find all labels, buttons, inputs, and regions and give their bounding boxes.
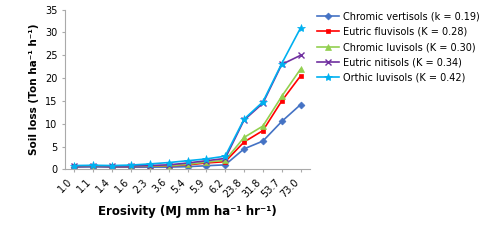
Eutric fluvisols (K = 0.28) (278, 99, 284, 102)
Eutric nitisols (K = 0.34) (222, 157, 228, 160)
Orthic luvisols (K = 0.42) (222, 155, 228, 158)
Chromic vertisols (k = 0.19) (204, 164, 210, 167)
Orthic luvisols (K = 0.42) (72, 164, 78, 167)
Orthic luvisols (K = 0.42) (90, 164, 96, 167)
Orthic luvisols (K = 0.42) (147, 162, 153, 165)
Eutric nitisols (K = 0.34) (147, 164, 153, 167)
Line: Orthic luvisols (K = 0.42): Orthic luvisols (K = 0.42) (70, 24, 304, 170)
Chromic luvisols (K = 0.30) (260, 125, 266, 128)
Eutric nitisols (K = 0.34) (278, 63, 284, 66)
Eutric fluvisols (K = 0.28) (260, 129, 266, 132)
Orthic luvisols (K = 0.42) (241, 118, 247, 121)
Chromic luvisols (K = 0.30) (241, 136, 247, 139)
Chromic vertisols (k = 0.19) (147, 166, 153, 169)
Eutric nitisols (K = 0.34) (260, 102, 266, 105)
Legend: Chromic vertisols (k = 0.19), Eutric fluvisols (K = 0.28), Chromic luvisols (K =: Chromic vertisols (k = 0.19), Eutric flu… (318, 11, 480, 83)
Eutric nitisols (K = 0.34) (72, 165, 78, 167)
Orthic luvisols (K = 0.42) (184, 159, 190, 162)
Eutric fluvisols (K = 0.28) (147, 165, 153, 168)
Chromic luvisols (K = 0.30) (222, 159, 228, 162)
Chromic vertisols (k = 0.19) (166, 166, 172, 169)
Chromic vertisols (k = 0.19) (241, 147, 247, 150)
Chromic luvisols (K = 0.30) (184, 163, 190, 166)
Eutric fluvisols (K = 0.28) (72, 165, 78, 168)
Eutric fluvisols (K = 0.28) (298, 74, 304, 77)
Eutric fluvisols (K = 0.28) (222, 160, 228, 163)
Chromic vertisols (k = 0.19) (90, 166, 96, 168)
Line: Eutric fluvisols (K = 0.28): Eutric fluvisols (K = 0.28) (72, 73, 303, 169)
Chromic vertisols (k = 0.19) (109, 166, 115, 169)
Eutric nitisols (K = 0.34) (184, 162, 190, 165)
Orthic luvisols (K = 0.42) (260, 100, 266, 103)
Chromic luvisols (K = 0.30) (109, 165, 115, 168)
Line: Chromic vertisols (k = 0.19): Chromic vertisols (k = 0.19) (72, 102, 303, 170)
Chromic luvisols (K = 0.30) (72, 165, 78, 168)
Eutric fluvisols (K = 0.28) (166, 165, 172, 167)
Chromic vertisols (k = 0.19) (128, 166, 134, 169)
Orthic luvisols (K = 0.42) (128, 164, 134, 166)
Orthic luvisols (K = 0.42) (298, 26, 304, 29)
Eutric fluvisols (K = 0.28) (109, 165, 115, 168)
Eutric nitisols (K = 0.34) (109, 165, 115, 167)
Eutric nitisols (K = 0.34) (90, 164, 96, 167)
Eutric fluvisols (K = 0.28) (128, 165, 134, 168)
Chromic luvisols (K = 0.30) (204, 161, 210, 164)
Orthic luvisols (K = 0.42) (278, 62, 284, 65)
Line: Chromic luvisols (K = 0.30): Chromic luvisols (K = 0.30) (72, 66, 304, 169)
Eutric nitisols (K = 0.34) (128, 165, 134, 167)
Chromic luvisols (K = 0.30) (166, 164, 172, 167)
Orthic luvisols (K = 0.42) (109, 164, 115, 167)
Eutric fluvisols (K = 0.28) (184, 163, 190, 166)
Chromic luvisols (K = 0.30) (128, 165, 134, 168)
Chromic luvisols (K = 0.30) (278, 95, 284, 98)
X-axis label: Erosivity (MJ mm ha⁻¹ hr⁻¹): Erosivity (MJ mm ha⁻¹ hr⁻¹) (98, 205, 277, 218)
Chromic vertisols (k = 0.19) (298, 103, 304, 106)
Eutric fluvisols (K = 0.28) (241, 141, 247, 144)
Y-axis label: Soil loss (Ton ha⁻¹ h⁻¹): Soil loss (Ton ha⁻¹ h⁻¹) (30, 24, 40, 155)
Chromic vertisols (k = 0.19) (184, 165, 190, 168)
Line: Eutric nitisols (K = 0.34): Eutric nitisols (K = 0.34) (71, 52, 304, 169)
Chromic luvisols (K = 0.30) (298, 68, 304, 70)
Eutric nitisols (K = 0.34) (298, 54, 304, 57)
Chromic vertisols (k = 0.19) (278, 120, 284, 123)
Chromic luvisols (K = 0.30) (147, 165, 153, 167)
Eutric nitisols (K = 0.34) (204, 159, 210, 162)
Eutric fluvisols (K = 0.28) (90, 165, 96, 168)
Chromic luvisols (K = 0.30) (90, 165, 96, 167)
Orthic luvisols (K = 0.42) (166, 161, 172, 164)
Orthic luvisols (K = 0.42) (204, 158, 210, 160)
Chromic vertisols (k = 0.19) (222, 163, 228, 166)
Eutric nitisols (K = 0.34) (241, 119, 247, 121)
Chromic vertisols (k = 0.19) (72, 166, 78, 169)
Eutric fluvisols (K = 0.28) (204, 162, 210, 165)
Chromic vertisols (k = 0.19) (260, 140, 266, 143)
Eutric nitisols (K = 0.34) (166, 163, 172, 166)
